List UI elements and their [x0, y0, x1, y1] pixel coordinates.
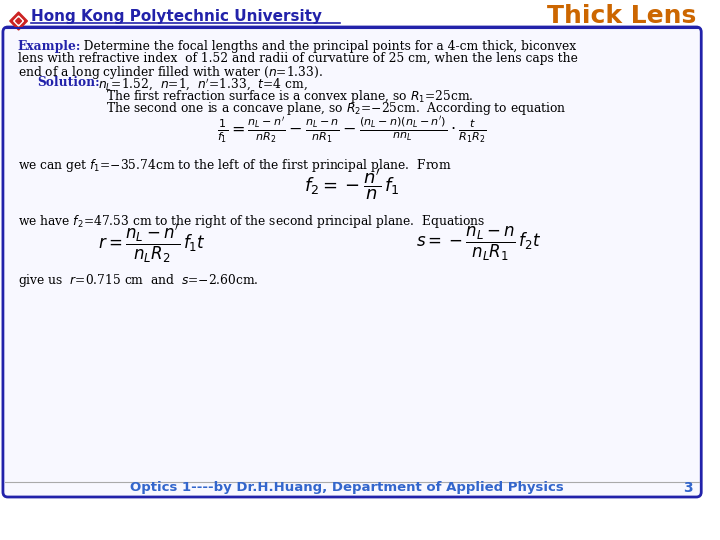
Text: $n_L$=1.52,  $n$=1,  $n'$=1.33,  $t$=4 cm,: $n_L$=1.52, $n$=1, $n'$=1.33, $t$=4 cm, — [98, 76, 307, 92]
Text: we have $f_2$=47.53 cm to the right of the second principal plane.  Equations: we have $f_2$=47.53 cm to the right of t… — [17, 213, 485, 230]
Text: end of a long cylinder filled with water ($n$=1.33).: end of a long cylinder filled with water… — [17, 64, 323, 81]
Polygon shape — [14, 16, 24, 26]
Text: Determine the focal lengths and the principal points for a 4-cm thick, biconvex: Determine the focal lengths and the prin… — [76, 40, 577, 53]
Text: $s = -\dfrac{n_L - n}{n_L R_1}\, f_2 t$: $s = -\dfrac{n_L - n}{n_L R_1}\, f_2 t$ — [416, 225, 542, 263]
Text: $\frac{1}{f_1} = \frac{n_L - n'}{nR_2} - \frac{n_L - n}{nR_1} - \frac{(n_L - n)(: $\frac{1}{f_1} = \frac{n_L - n'}{nR_2} -… — [217, 114, 487, 145]
Text: we can get $f_1$=−35.74cm to the left of the first principal plane.  From: we can get $f_1$=−35.74cm to the left of… — [17, 157, 451, 174]
Text: $f_2 = -\dfrac{n'}{n}\, f_1$: $f_2 = -\dfrac{n'}{n}\, f_1$ — [305, 168, 400, 202]
Text: lens with refractive index  of 1.52 and radii of curvature of 25 cm, when the le: lens with refractive index of 1.52 and r… — [17, 52, 577, 65]
Text: Hong Kong Polytechnic University: Hong Kong Polytechnic University — [31, 9, 323, 24]
Polygon shape — [16, 18, 22, 24]
Text: Optics 1----by Dr.H.Huang, Department of Applied Physics: Optics 1----by Dr.H.Huang, Department of… — [130, 482, 564, 495]
Text: The second one is a concave plane, so $R_2$=−25cm.  According to equation: The second one is a concave plane, so $R… — [106, 100, 566, 117]
Text: Solution:: Solution: — [37, 76, 100, 89]
FancyBboxPatch shape — [3, 27, 701, 497]
Text: $r = \dfrac{n_L - n'}{n_L R_2}\, f_1 t$: $r = \dfrac{n_L - n'}{n_L R_2}\, f_1 t$ — [98, 222, 205, 266]
Polygon shape — [10, 12, 27, 30]
Text: Example:: Example: — [17, 40, 81, 53]
Text: give us  $r$=0.715 cm  and  $s$=−2.60cm.: give us $r$=0.715 cm and $s$=−2.60cm. — [17, 272, 258, 289]
Text: Thick Lens: Thick Lens — [547, 4, 696, 28]
Text: The first refraction surface is a convex plane, so $R_1$=25cm.: The first refraction surface is a convex… — [106, 88, 473, 105]
Text: 3: 3 — [683, 481, 693, 495]
